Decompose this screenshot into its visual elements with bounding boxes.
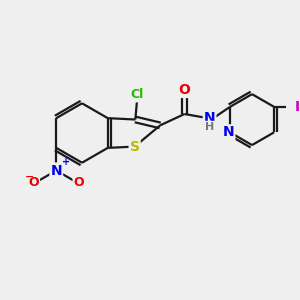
Text: +: + — [62, 157, 70, 167]
Text: O: O — [178, 83, 190, 97]
Text: Cl: Cl — [130, 88, 144, 101]
Text: N: N — [204, 111, 215, 125]
Text: O: O — [28, 176, 39, 190]
Text: N: N — [223, 125, 234, 139]
Text: N: N — [50, 164, 62, 178]
Text: S: S — [130, 140, 140, 154]
Text: −: − — [25, 172, 35, 182]
Text: O: O — [74, 176, 84, 190]
Text: H: H — [205, 122, 214, 132]
Text: I: I — [295, 100, 300, 114]
